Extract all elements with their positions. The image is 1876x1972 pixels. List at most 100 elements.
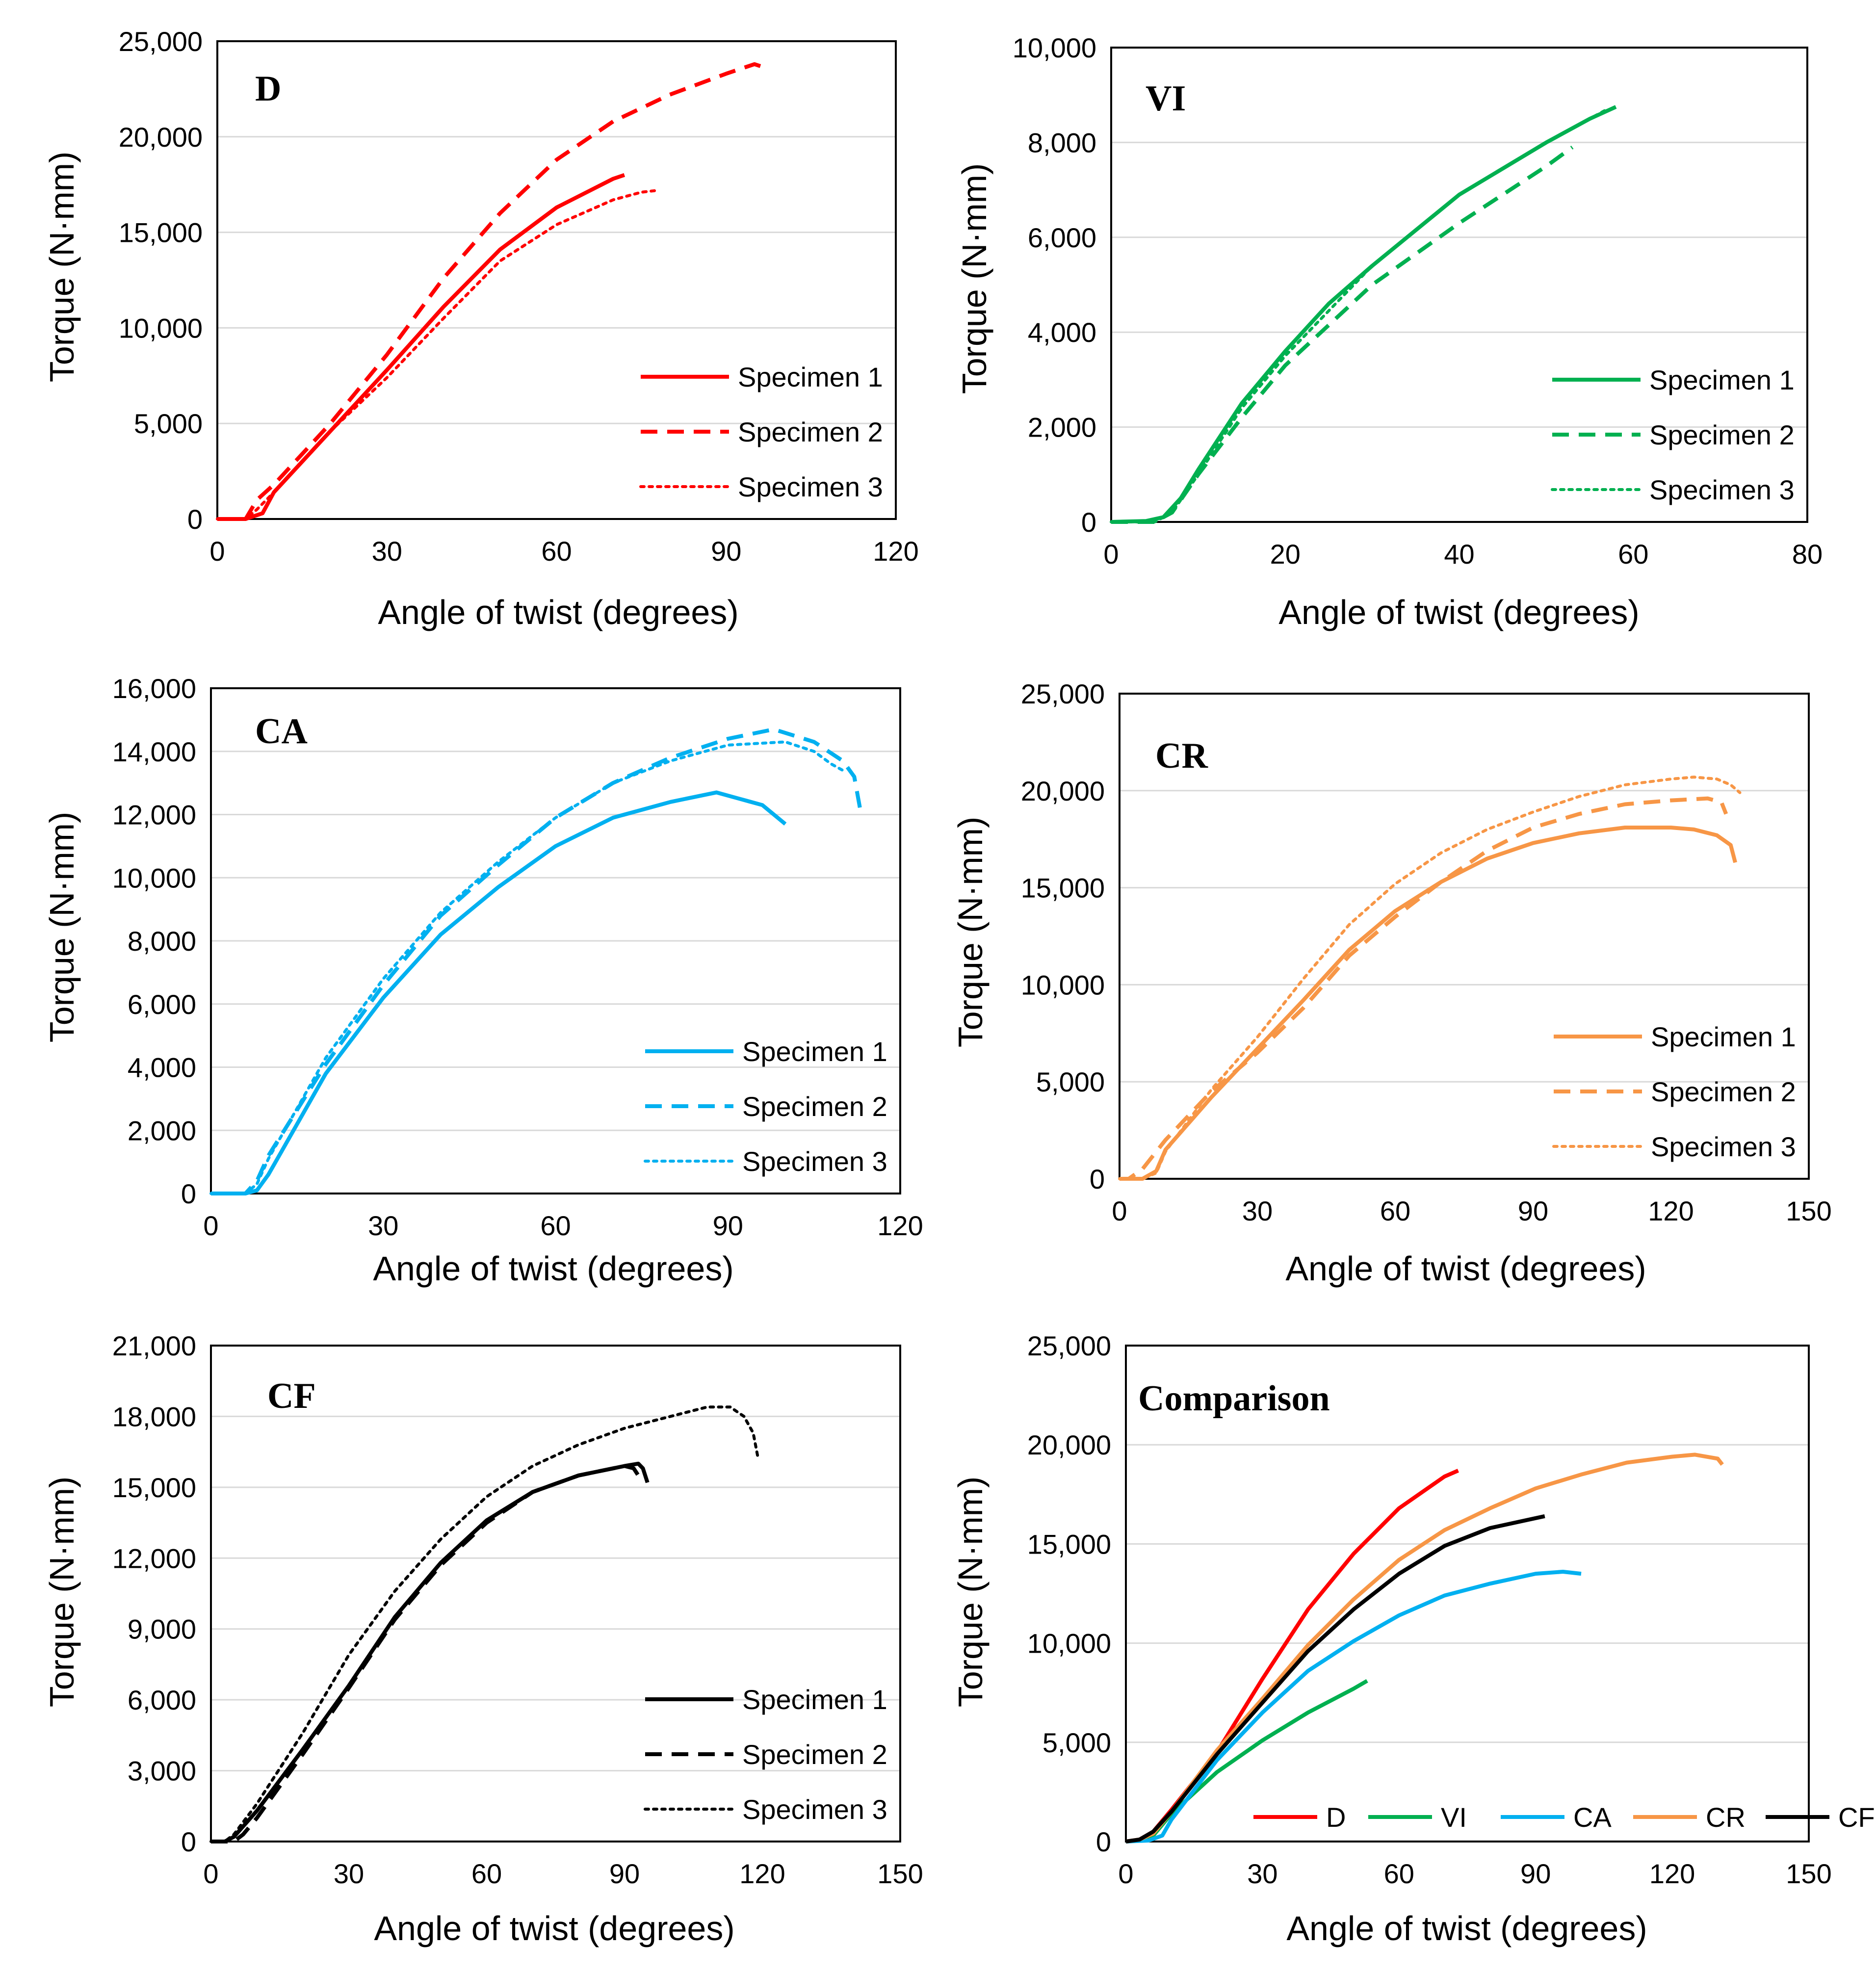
panel-cf: CF Angle of twist (degrees) Torque (N·mm…: [43, 1330, 923, 1947]
plot-frame: [210, 1345, 901, 1842]
legend-entry: Specimen 1: [742, 1036, 887, 1067]
series-line-cf: [1125, 1514, 1545, 1843]
x-tick-label: 30: [334, 1858, 364, 1889]
legend-entry: CF: [1838, 1802, 1875, 1833]
series-line-specimen-3: [216, 188, 660, 520]
y-tick-label: 16,000: [112, 673, 196, 704]
y-tick-label: 2,000: [128, 1115, 196, 1146]
y-tick-label: 0: [181, 1178, 196, 1209]
y-tick-label: 6,000: [128, 989, 196, 1020]
y-tick-label: 5,000: [1036, 1066, 1105, 1097]
y-tick-label: 0: [187, 504, 203, 535]
y-tick-label: 20,000: [1021, 776, 1105, 806]
x-tick-label: 60: [471, 1858, 502, 1889]
x-tick-label: 150: [877, 1858, 923, 1889]
legend-entry: Specimen 3: [1649, 474, 1795, 505]
panel-vi: VI Angle of twist (degrees) Torque (N·mm…: [955, 32, 1823, 631]
legend-entry: Specimen 1: [742, 1684, 887, 1715]
series-line-cr: [1125, 1453, 1724, 1843]
x-tick-label: 150: [1786, 1195, 1831, 1226]
x-tick-label: 60: [1384, 1858, 1414, 1889]
x-tick-label: 0: [209, 536, 225, 567]
y-tick-label: 0: [1090, 1164, 1105, 1194]
y-tick-label: 6,000: [128, 1685, 196, 1715]
panel-title: VI: [1146, 78, 1186, 119]
x-tick-label: 30: [1247, 1858, 1277, 1889]
x-tick-label: 90: [713, 1210, 743, 1241]
x-tick-label: 60: [1618, 539, 1648, 570]
x-tick-label: 120: [739, 1858, 785, 1889]
legend-entry: VI: [1441, 1802, 1467, 1833]
y-tick-label: 9,000: [128, 1614, 196, 1645]
series-line-specimen-1: [211, 1461, 650, 1843]
x-tick-label: 60: [541, 536, 572, 567]
series-line-ca: [1125, 1570, 1582, 1843]
panel-title: D: [255, 69, 281, 109]
y-tick-label: 5,000: [1042, 1727, 1111, 1758]
x-tick-label: 150: [1786, 1858, 1831, 1889]
y-tick-label: 10,000: [112, 862, 196, 893]
y-axis-label: Torque (N·mm): [955, 163, 993, 394]
series-line-specimen-2: [1111, 145, 1574, 524]
y-tick-label: 20,000: [1027, 1429, 1111, 1460]
panel-title: CA: [255, 711, 308, 752]
legend-entry: CR: [1706, 1802, 1746, 1833]
series-line-specimen-3: [209, 740, 844, 1195]
series-line-specimen-3: [1118, 776, 1742, 1180]
x-axis-label: Angle of twist (degrees): [373, 1249, 733, 1288]
y-tick-label: 18,000: [112, 1401, 196, 1432]
x-axis-label: Angle of twist (degrees): [1286, 1909, 1647, 1947]
series-line-specimen-2: [217, 62, 767, 521]
x-axis-label: Angle of twist (degrees): [374, 1909, 734, 1947]
y-tick-label: 2,000: [1028, 412, 1096, 443]
y-tick-label: 4,000: [128, 1052, 196, 1083]
legend-entry: Specimen 1: [1651, 1021, 1796, 1052]
y-tick-label: 6,000: [1028, 222, 1096, 253]
legend-entry: Specimen 2: [742, 1739, 887, 1770]
y-tick-label: 3,000: [128, 1756, 196, 1787]
x-tick-label: 120: [877, 1210, 923, 1241]
x-tick-label: 90: [1518, 1195, 1548, 1226]
x-tick-label: 60: [1380, 1195, 1410, 1226]
x-tick-label: 90: [1520, 1858, 1551, 1889]
y-tick-label: 15,000: [112, 1472, 196, 1503]
legend-entry: Specimen 2: [738, 416, 883, 447]
legend-entry: Specimen 3: [742, 1794, 887, 1825]
x-tick-label: 20: [1270, 539, 1301, 570]
x-tick-label: 30: [372, 536, 402, 567]
y-tick-label: 0: [181, 1826, 196, 1857]
x-tick-label: 120: [1649, 1858, 1695, 1889]
legend-entry: Specimen 2: [1649, 419, 1795, 450]
x-tick-label: 60: [540, 1210, 571, 1241]
y-tick-label: 12,000: [112, 800, 196, 830]
series-line-specimen-3: [209, 1405, 759, 1843]
x-axis-label: Angle of twist (degrees): [378, 593, 738, 631]
y-axis-label: Torque (N·mm): [43, 812, 81, 1043]
y-tick-label: 21,000: [112, 1330, 196, 1361]
plot-frame: [210, 687, 901, 1194]
series-line-specimen-1: [211, 790, 787, 1195]
plot-frame: [1119, 693, 1810, 1180]
x-tick-label: 0: [1118, 1858, 1133, 1889]
panel-title: CR: [1155, 736, 1208, 776]
y-tick-label: 25,000: [1021, 678, 1105, 709]
y-axis-label: Torque (N·mm): [43, 152, 81, 383]
legend-entry: Specimen 1: [1649, 364, 1795, 395]
plot-frame: [1110, 47, 1808, 523]
y-tick-label: 0: [1096, 1826, 1111, 1857]
y-tick-label: 12,000: [112, 1543, 196, 1574]
y-tick-label: 15,000: [1021, 873, 1105, 904]
legend-entry: Specimen 2: [1651, 1076, 1796, 1107]
plot-frame: [216, 40, 897, 520]
y-axis-label: Torque (N·mm): [951, 817, 990, 1048]
x-tick-label: 80: [1792, 539, 1823, 570]
y-tick-label: 4,000: [1028, 317, 1096, 348]
series-line-specimen-2: [211, 727, 862, 1195]
y-tick-label: 15,000: [1027, 1529, 1111, 1559]
y-tick-label: 14,000: [112, 736, 196, 767]
legend-entry: Specimen 3: [738, 471, 883, 502]
y-tick-label: 10,000: [119, 312, 203, 343]
legend-entry: D: [1326, 1802, 1346, 1833]
legend-entry: Specimen 1: [738, 362, 883, 392]
